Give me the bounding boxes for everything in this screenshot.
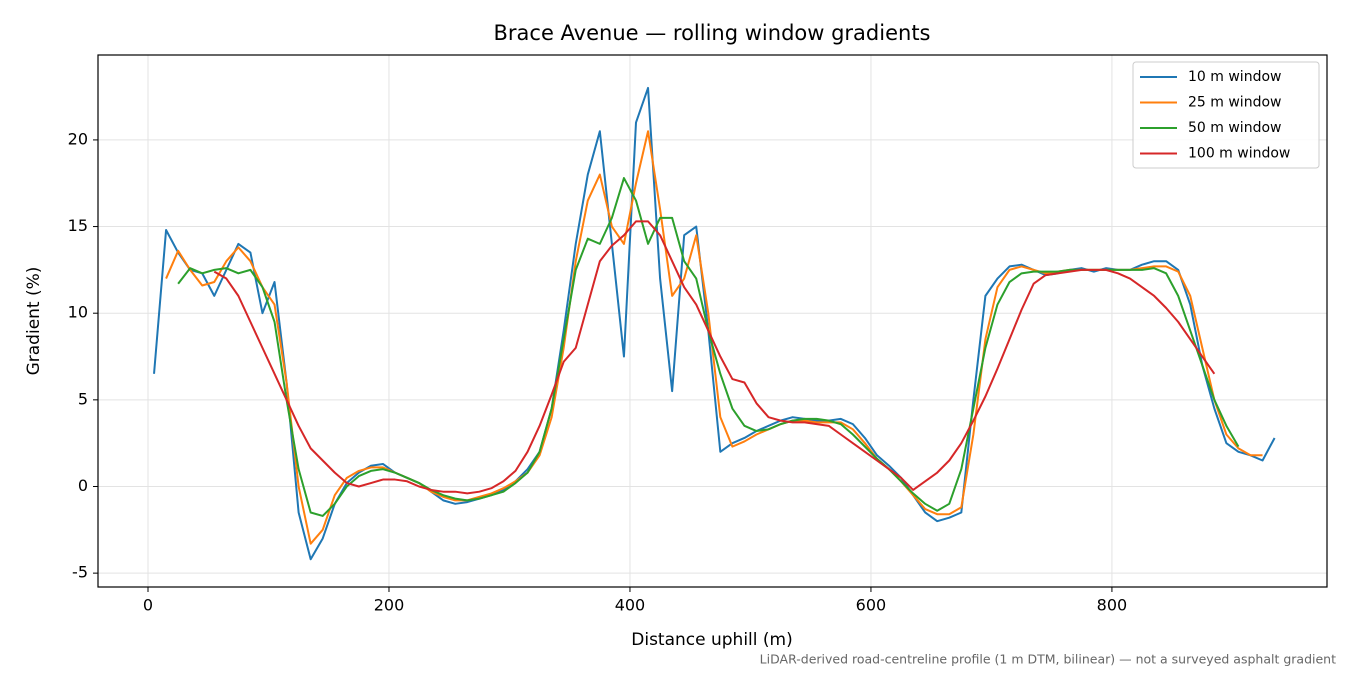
x-axis-label: Distance uphill (m) xyxy=(631,630,792,650)
series-line xyxy=(165,130,1263,545)
legend-label: 100 m window xyxy=(1188,146,1290,162)
x-tick-label: 600 xyxy=(856,596,887,615)
plot-frame xyxy=(97,54,1328,588)
legend-box xyxy=(1132,61,1320,169)
footnote: LiDAR-derived road-centreline profile (1… xyxy=(760,652,1336,667)
legend-label: 10 m window xyxy=(1188,69,1281,85)
y-tick-label: 15 xyxy=(68,216,88,235)
legend-label: 50 m window xyxy=(1188,120,1281,136)
y-tick-label: 5 xyxy=(78,389,88,408)
series-line xyxy=(213,220,1216,495)
y-tick-label: -5 xyxy=(72,563,88,582)
y-axis-label: Gradient (%) xyxy=(24,267,44,376)
y-tick-label: 20 xyxy=(68,129,88,148)
y-tick-label: 10 xyxy=(68,303,88,322)
x-tick-label: 200 xyxy=(374,596,405,615)
x-tick-label: 0 xyxy=(143,596,153,615)
x-tick-label: 800 xyxy=(1097,596,1128,615)
chart-title: Brace Avenue — rolling window gradients xyxy=(493,21,930,45)
legend-label: 25 m window xyxy=(1188,95,1281,111)
x-tick-label: 400 xyxy=(615,596,646,615)
series-line xyxy=(177,177,1240,517)
y-tick-label: 0 xyxy=(78,476,88,495)
series-line xyxy=(153,86,1276,561)
